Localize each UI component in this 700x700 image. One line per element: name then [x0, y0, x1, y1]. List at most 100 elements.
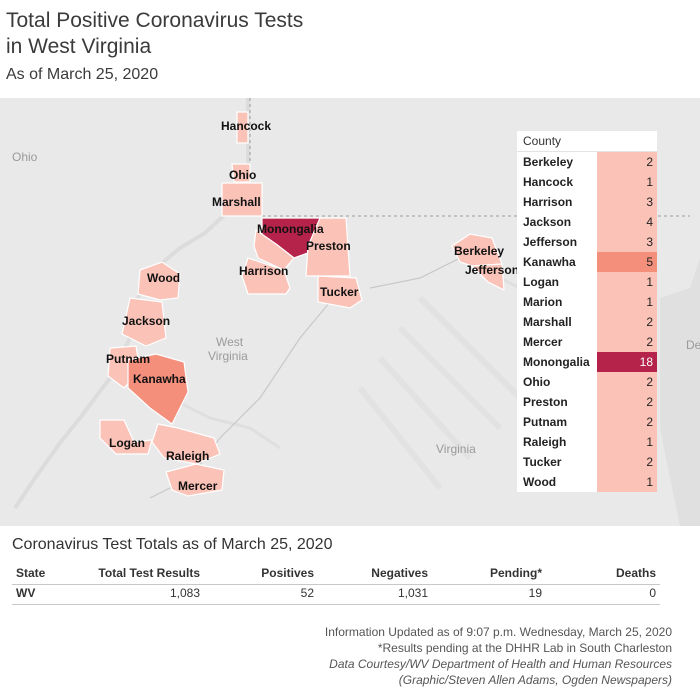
county-jackson: [121, 297, 167, 347]
county-value: 4: [646, 215, 653, 229]
county-value-cell: 5: [597, 252, 657, 272]
county-row[interactable]: Mercer 2: [517, 332, 657, 352]
county-row[interactable]: Putnam 2: [517, 412, 657, 432]
county-name: Harrison: [523, 195, 573, 209]
county-row[interactable]: Harrison 3: [517, 192, 657, 212]
label-harrison[interactable]: Harrison: [239, 264, 289, 278]
county-name: Mercer: [523, 335, 563, 349]
totals-title: Coronavirus Test Totals as of March 25, …: [12, 536, 333, 553]
header-pending: Pending*: [489, 566, 542, 580]
county-name: Ohio: [523, 375, 551, 389]
county-value: 18: [639, 355, 653, 369]
label-kanawha[interactable]: Kanawha: [133, 372, 186, 386]
county-logan: [99, 419, 153, 455]
county-value: 2: [646, 155, 653, 169]
county-value-cell: 2: [597, 372, 657, 392]
county-value: 2: [646, 395, 653, 409]
county-name: Monongalia: [523, 355, 590, 369]
note-pending: *Results pending at the DHHR Lab in Sout…: [377, 641, 672, 655]
county-value: 2: [646, 335, 653, 349]
title-line-2: in West Virginia: [6, 35, 152, 58]
county-wood: [137, 261, 181, 301]
label-jefferson[interactable]: Jefferson: [465, 263, 520, 277]
county-kanawha: [127, 353, 189, 425]
header-total: Total Test Results: [98, 566, 200, 580]
county-row[interactable]: Jackson 4: [517, 212, 657, 232]
label-de: De: [686, 338, 700, 352]
county-value-cell: 2: [597, 412, 657, 432]
cell-pending: 19: [528, 586, 542, 600]
cell-deaths: 0: [649, 586, 656, 600]
county-row[interactable]: Berkeley 2: [517, 152, 657, 172]
county-value-cell: 2: [597, 332, 657, 352]
county-value: 2: [646, 415, 653, 429]
cell-state: WV: [16, 586, 36, 600]
county-name: Tucker: [523, 455, 562, 469]
county-name: Preston: [523, 395, 568, 409]
county-jefferson: [470, 263, 505, 292]
county-row[interactable]: Preston 2: [517, 392, 657, 412]
county-value-cell: 3: [597, 192, 657, 212]
county-row[interactable]: Hancock 1: [517, 172, 657, 192]
county-name: Berkeley: [523, 155, 574, 169]
county-row[interactable]: Marshall 2: [517, 312, 657, 332]
county-harrison: [241, 257, 291, 295]
label-ohio[interactable]: Ohio: [229, 168, 257, 182]
county-row[interactable]: Ohio 2: [517, 372, 657, 392]
county-value: 1: [646, 435, 653, 449]
county-value: 1: [646, 475, 653, 489]
county-name: Jefferson: [523, 235, 578, 249]
county-name: Kanawha: [523, 255, 576, 269]
note-updated: Information Updated as of 9:07 p.m. Wedn…: [324, 625, 672, 639]
cell-negatives: 1,031: [397, 586, 428, 600]
county-row[interactable]: Tucker 2: [517, 452, 657, 472]
label-marshall[interactable]: Marshall: [212, 195, 261, 209]
county-value-cell: 18: [597, 352, 657, 372]
county-value: 2: [646, 455, 653, 469]
county-row[interactable]: Monongalia 18: [517, 352, 657, 372]
county-mercer: [165, 463, 225, 497]
county-name: Wood: [523, 475, 557, 489]
county-value-cell: 2: [597, 392, 657, 412]
county-name: Jackson: [523, 215, 572, 229]
label-monongalia[interactable]: Monongalia: [257, 222, 324, 236]
label-ohio-state: Ohio: [12, 150, 38, 164]
county-row[interactable]: Logan 1: [517, 272, 657, 292]
county-name: Raleigh: [523, 435, 567, 449]
chart-title: Total Positive Coronavirus Tests in West…: [6, 8, 303, 60]
county-value: 3: [646, 195, 653, 209]
label-logan[interactable]: Logan: [109, 436, 145, 450]
label-mercer[interactable]: Mercer: [178, 479, 218, 493]
title-line-1: Total Positive Coronavirus Tests: [6, 9, 304, 32]
county-value: 3: [646, 235, 653, 249]
map-graphic: [13, 98, 700, 526]
label-preston[interactable]: Preston: [306, 239, 351, 253]
county-value: 5: [646, 255, 653, 269]
county-row[interactable]: Wood 1: [517, 472, 657, 492]
label-tucker[interactable]: Tucker: [320, 285, 359, 299]
header-positives: Positives: [261, 566, 314, 580]
county-name: Hancock: [523, 175, 574, 189]
cell-positives: 52: [300, 586, 314, 600]
county-row[interactable]: Jefferson 3: [517, 232, 657, 252]
label-raleigh[interactable]: Raleigh: [166, 449, 210, 463]
label-putnam[interactable]: Putnam: [106, 352, 151, 366]
county-table-body: Berkeley 2 Hancock 1 Harrison 3 Jackson 4 Jeffer…: [517, 152, 657, 492]
county-row[interactable]: Kanawha 5: [517, 252, 657, 272]
label-wood[interactable]: Wood: [147, 271, 181, 285]
label-jackson[interactable]: Jackson: [122, 314, 171, 328]
county-row[interactable]: Raleigh 1: [517, 432, 657, 452]
note-courtesy: Data Courtesy/WV Department of Health an…: [329, 657, 672, 671]
county-row[interactable]: Marion 1: [517, 292, 657, 312]
county-ohio: [231, 163, 251, 183]
county-marshall: [221, 182, 263, 217]
county-value-cell: 3: [597, 232, 657, 252]
county-table: County Berkeley 2 Hancock 1 Harrison 3 Jackson…: [517, 131, 657, 492]
county-name: Marshall: [523, 315, 572, 329]
header-state: State: [16, 566, 46, 580]
county-value-cell: 2: [597, 152, 657, 172]
county-value-cell: 4: [597, 212, 657, 232]
label-berkeley[interactable]: Berkeley: [454, 244, 505, 258]
county-value: 1: [646, 175, 653, 189]
label-hancock[interactable]: Hancock: [221, 119, 272, 133]
